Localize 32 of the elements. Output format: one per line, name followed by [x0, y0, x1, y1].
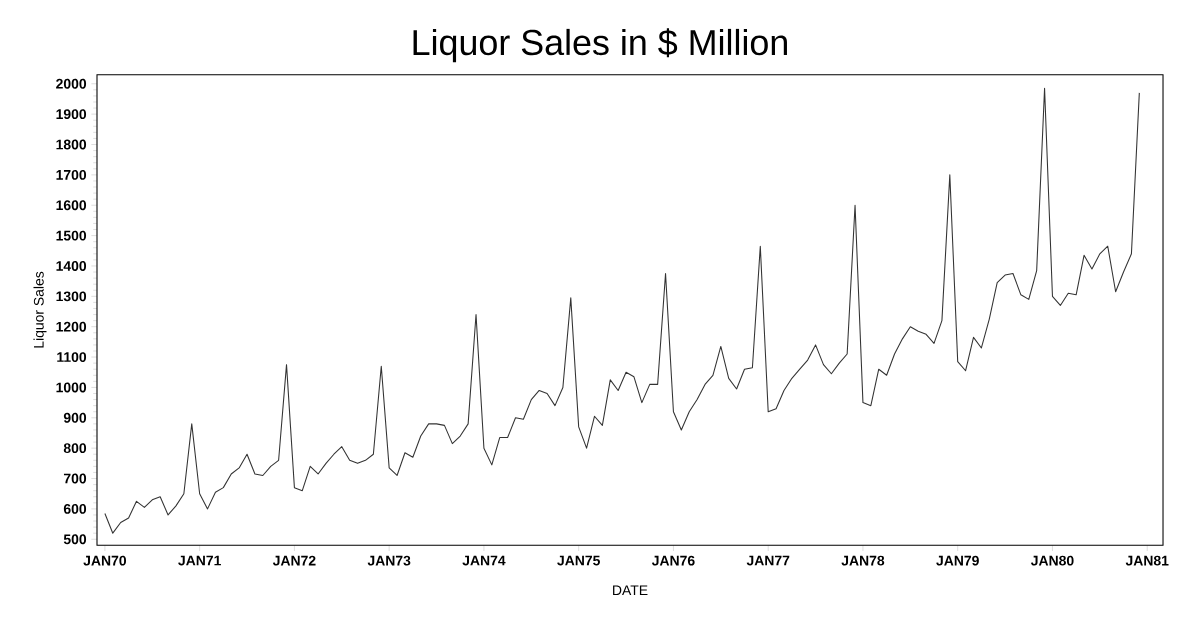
y-tick-label: 1100	[57, 352, 87, 363]
y-tick-label: 1700	[56, 169, 87, 180]
line-series	[104, 87, 1140, 534]
y-tick-label: 1900	[56, 109, 87, 120]
x-tick-label: JAN78	[841, 555, 885, 566]
y-tick-label: 700	[63, 473, 87, 484]
y-tick-label: 2000	[56, 78, 87, 89]
chart-title: Liquor Sales in $ Million	[413, 28, 787, 63]
x-tick-label: JAN81	[1125, 555, 1169, 566]
x-tick-label: JAN77	[746, 555, 790, 566]
x-tick-label: JAN71	[178, 555, 221, 566]
y-tick-label: 1300	[56, 291, 87, 302]
y-tick-label: 1400	[56, 261, 87, 271]
x-tick-label: JAN72	[272, 555, 316, 566]
y-tick-label: 1600	[56, 200, 87, 211]
y-tick-label: 600	[63, 503, 87, 514]
y-tick-label: 900	[63, 412, 87, 423]
x-tick-label: JAN73	[367, 555, 411, 566]
y-tick-label: 800	[63, 443, 87, 454]
x-tick-label: JAN80	[1030, 555, 1074, 566]
y-tick-label: 1000	[56, 382, 87, 393]
y-axis-title: Liquor Sales	[33, 271, 47, 348]
x-tick-label: JAN75	[557, 555, 600, 566]
y-tick-label: 1500	[56, 230, 87, 241]
x-axis-title: DATE	[613, 585, 648, 595]
y-tick-label: 1800	[56, 139, 87, 150]
x-tick-label: JAN76	[651, 555, 695, 566]
y-tick-label: 500	[63, 534, 87, 545]
x-tick-label: JAN74	[462, 555, 506, 566]
y-tick-label: 1200	[56, 321, 87, 332]
x-tick-label: JAN70	[83, 555, 127, 566]
x-tick-label: JAN79	[936, 555, 979, 566]
